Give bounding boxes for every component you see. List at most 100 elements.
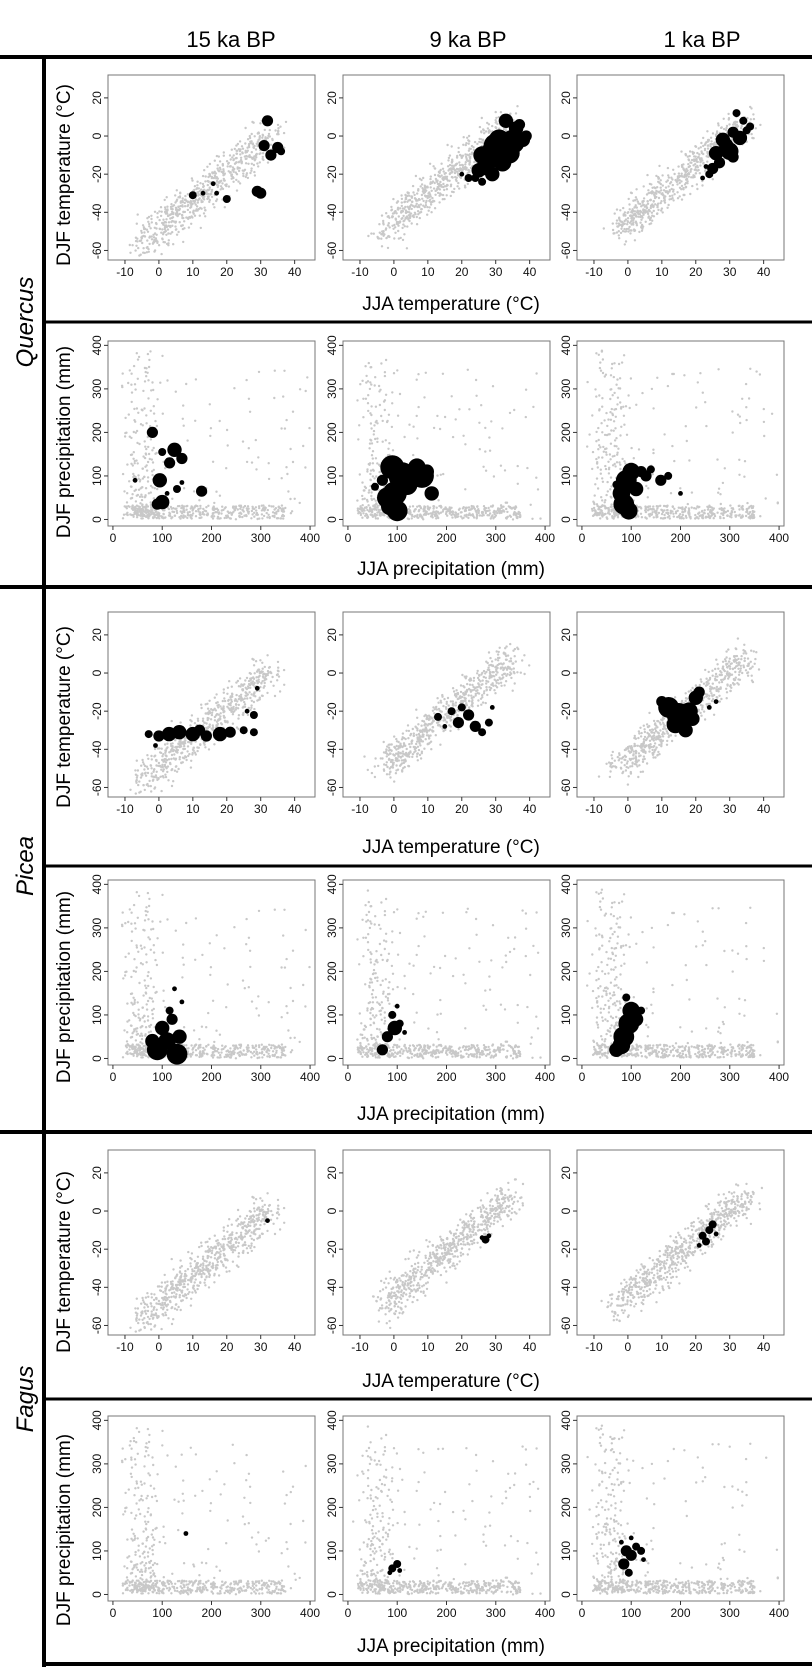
background-point [736,413,740,416]
background-point [599,512,602,515]
background-point [183,742,187,745]
background-point [234,703,238,706]
background-point [257,370,261,374]
background-point [213,501,216,505]
background-point [146,480,150,483]
background-point [759,515,762,518]
background-point [656,376,659,379]
background-point [671,178,674,181]
background-point [487,131,490,134]
background-point [441,167,445,170]
occurrence-point [473,146,491,164]
background-point [158,218,161,222]
background-point [734,514,737,517]
background-point [198,197,201,200]
background-point [704,142,707,145]
background-point [121,372,124,375]
background-point [140,493,143,496]
occurrence-point [239,726,248,735]
background-point [596,461,599,464]
background-point [472,505,475,508]
background-point [257,456,260,459]
background-point [363,485,367,488]
background-point [652,200,655,203]
background-point [617,222,621,225]
background-point [650,192,654,195]
background-point [137,246,140,250]
background-point [376,437,379,440]
background-point [244,126,247,130]
background-point [709,145,712,148]
background-point [699,146,702,149]
background-point [597,426,600,430]
background-point [261,157,264,161]
background-point [482,514,485,517]
background-point [366,468,369,471]
background-point [386,419,389,423]
background-point [426,194,429,198]
background-point [477,508,480,511]
background-point [170,757,173,761]
background-point [159,206,163,209]
y-tick-label: -40 [90,740,104,758]
background-point [202,196,205,200]
background-point [469,147,472,151]
background-point [246,510,250,513]
background-point [452,168,456,171]
background-point [702,136,705,140]
background-point [427,512,430,516]
background-point [416,205,419,209]
background-point [606,424,609,428]
background-point [708,516,712,520]
background-point [247,682,251,686]
background-point [598,394,601,397]
x-tick-label: -10 [116,802,134,816]
background-point [379,388,382,391]
background-point [203,743,206,746]
background-point [191,179,194,182]
background-point [176,751,179,754]
occurrence-point [371,482,379,491]
background-point [706,147,710,150]
background-point [412,214,415,217]
background-point [469,514,473,517]
background-point [752,505,755,508]
background-point [163,220,167,224]
background-point [633,199,637,202]
background-point [162,231,165,234]
background-point [161,775,165,778]
background-point [282,517,285,520]
background-point [142,247,145,250]
background-point [464,163,467,166]
background-point [143,456,147,460]
background-point [458,169,461,172]
y-tick-label: 400 [559,335,573,355]
x-tick-label: 400 [769,531,789,545]
background-point [672,188,675,191]
background-point [128,505,131,508]
background-point [215,714,218,717]
background-point [374,437,377,441]
background-point [420,183,424,186]
background-point [417,204,420,207]
background-point [603,501,606,504]
background-point [123,490,126,493]
x-tick-label: 0 [625,265,632,279]
background-point [125,507,128,510]
background-point [260,694,264,697]
background-point [133,419,136,422]
background-point [670,176,673,179]
background-point [504,680,508,683]
background-point [155,227,158,230]
background-point [155,764,158,767]
background-point [732,123,735,126]
background-point [595,457,598,461]
background-point [143,768,146,771]
background-point [670,187,673,191]
background-point [592,506,596,510]
background-point [161,765,164,768]
background-point [470,151,474,154]
background-point [173,753,176,756]
background-point [271,138,274,142]
background-point [680,198,684,201]
